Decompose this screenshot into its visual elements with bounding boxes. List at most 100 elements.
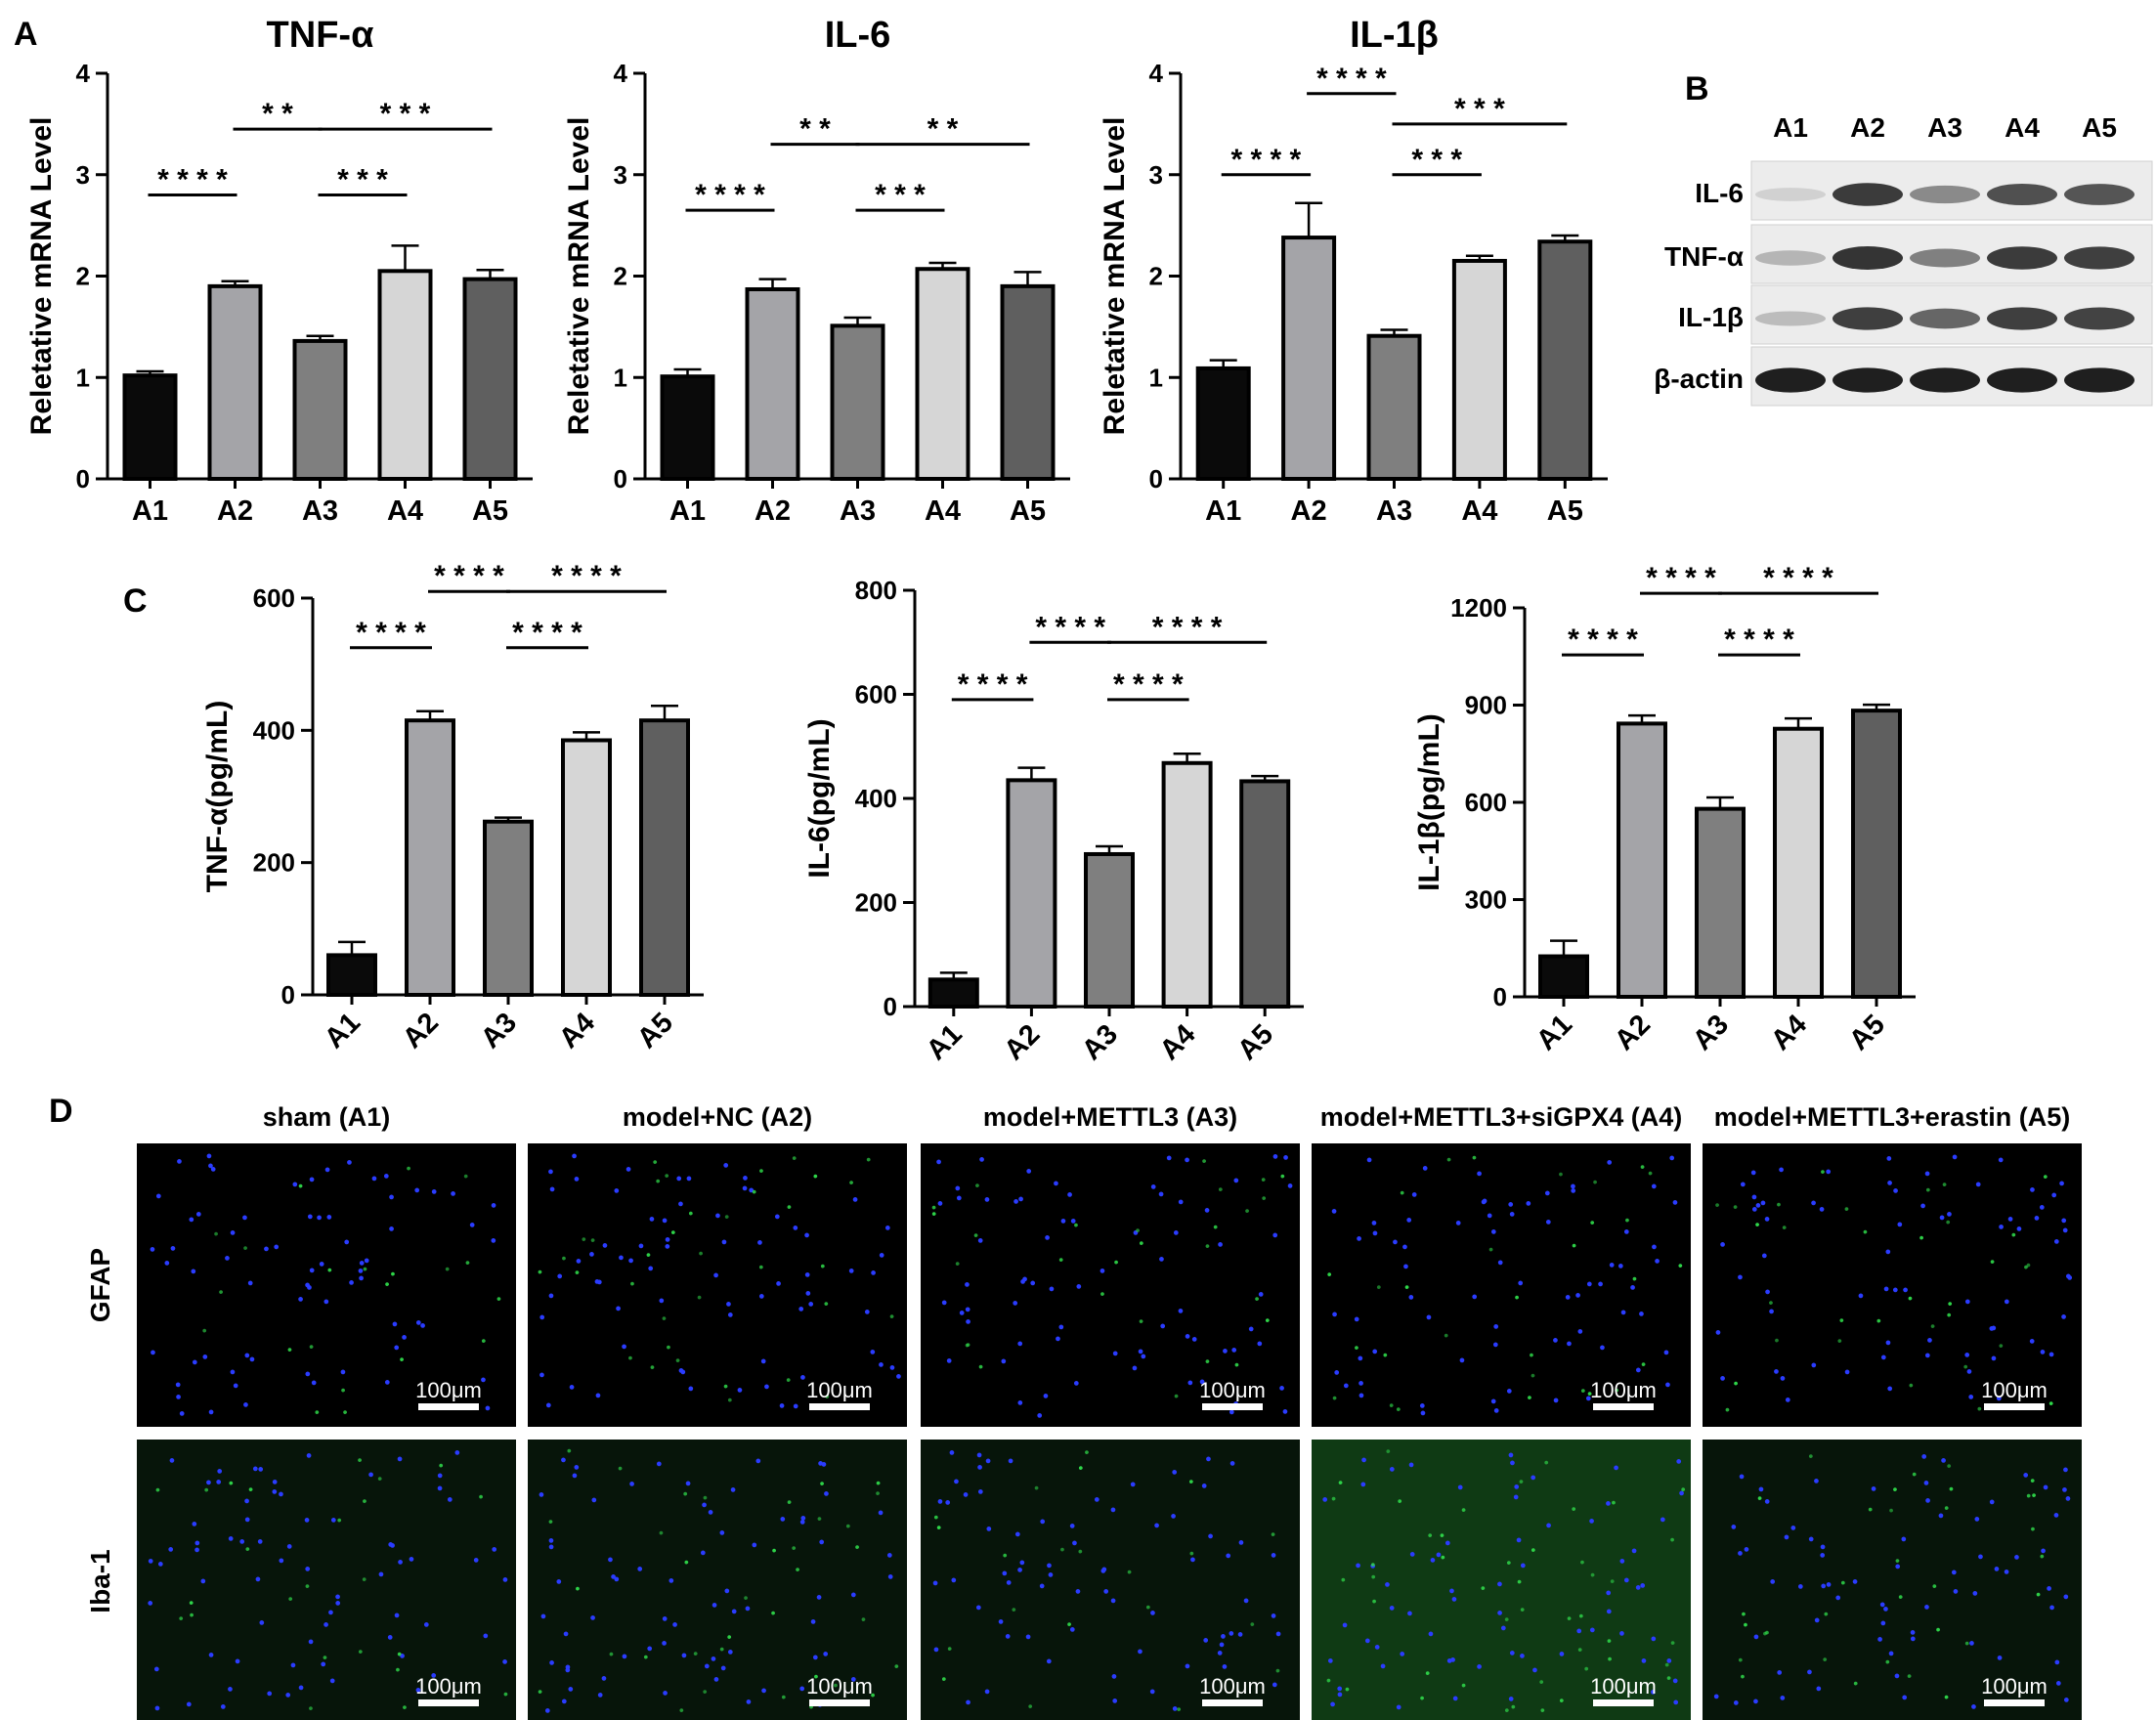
cell-signal: • xyxy=(1003,1547,1008,1563)
nucleus-dot: ● xyxy=(1331,1309,1338,1320)
nucleus-dot: ● xyxy=(243,1350,250,1361)
cell-signal: • xyxy=(820,1258,825,1273)
cell-signal: • xyxy=(1205,1237,1210,1253)
nucleus-dot: ● xyxy=(491,1543,497,1555)
nucleus-dot: ● xyxy=(206,1150,213,1162)
cell-signal: • xyxy=(656,1173,661,1188)
nucleus-dot: ● xyxy=(1282,1406,1289,1418)
nucleus-dot: ● xyxy=(937,1495,944,1507)
nucleus-dot: ● xyxy=(807,1299,814,1311)
nucleus-dot: ● xyxy=(290,1659,297,1671)
nucleus-dot: ● xyxy=(1951,1567,1958,1578)
significance-label: * * * * xyxy=(356,617,426,649)
nucleus-dot: ● xyxy=(1358,1377,1364,1389)
y-tick-label: 0 xyxy=(1493,982,1507,1011)
nucleus-dot: ● xyxy=(1401,1241,1408,1253)
y-tick-label: 3 xyxy=(1149,160,1163,190)
nucleus-dot: ● xyxy=(681,1650,688,1661)
nucleus-dot: ● xyxy=(556,1270,563,1282)
nucleus-dot: ● xyxy=(539,1312,545,1323)
cell-signal: • xyxy=(1127,1564,1132,1579)
cell-signal: • xyxy=(1624,1212,1629,1227)
fluorescence-row-label: Iba-1 xyxy=(85,1549,115,1612)
cell-signal: • xyxy=(1504,1701,1509,1717)
cell-signal: • xyxy=(245,1540,250,1556)
nucleus-dot: ● xyxy=(1392,1236,1399,1248)
scale-bar-label: 100μm xyxy=(415,1378,482,1402)
nucleus-dot: ● xyxy=(1358,1390,1365,1401)
cell-signal: • xyxy=(298,1178,303,1193)
cell-signal: • xyxy=(2026,1487,2031,1503)
cell-signal: • xyxy=(1341,1571,1346,1587)
nucleus-dot: ● xyxy=(548,1657,555,1669)
nucleus-dot: ● xyxy=(1360,1454,1367,1466)
cell-signal: • xyxy=(1398,1493,1402,1509)
nucleus-dot: ● xyxy=(2040,1545,2047,1557)
cell-signal: • xyxy=(1820,1164,1825,1180)
nucleus-dot: ● xyxy=(720,1662,727,1674)
nucleus-dot: ● xyxy=(1436,1549,1443,1561)
nucleus-dot: ● xyxy=(1133,1227,1140,1239)
nucleus-dot: ● xyxy=(1599,1342,1606,1354)
nucleus-dot: ● xyxy=(704,1660,711,1672)
nucleus-dot: ● xyxy=(1638,1309,1645,1320)
x-tick-label: A4 xyxy=(1461,495,1497,527)
cell-signal: • xyxy=(1280,1168,1285,1183)
nucleus-dot: ● xyxy=(1737,1271,1744,1283)
x-tick-label: A2 xyxy=(217,495,253,527)
blot-band xyxy=(1833,246,1903,270)
nucleus-dot: ● xyxy=(220,1700,227,1712)
nucleus-dot: ● xyxy=(272,1476,279,1487)
nucleus-dot: ● xyxy=(491,1199,497,1211)
nucleus-dot: ● xyxy=(1016,1397,1023,1408)
nucleus-dot: ● xyxy=(1975,1179,1982,1190)
nucleus-dot: ● xyxy=(950,1574,957,1586)
x-tick-label: A2 xyxy=(1291,495,1327,527)
cell-signal: • xyxy=(1612,1494,1617,1510)
nucleus-dot: ● xyxy=(545,1399,552,1411)
nucleus-dot: ● xyxy=(298,1682,305,1694)
nucleus-dot: ● xyxy=(1924,1350,1931,1361)
nucleus-dot: ● xyxy=(2022,1469,2029,1481)
cell-signal: • xyxy=(1607,1632,1612,1648)
nucleus-dot: ● xyxy=(711,1599,718,1611)
cell-signal: • xyxy=(1868,1501,1873,1517)
cell-signal: • xyxy=(1519,1474,1524,1489)
nucleus-dot: ● xyxy=(742,1182,749,1194)
bar-a3 xyxy=(483,819,534,997)
nucleus-dot: ● xyxy=(818,1536,825,1548)
cell-signal: • xyxy=(400,1351,405,1366)
nucleus-dot: ● xyxy=(1784,1531,1790,1543)
nucleus-dot: ● xyxy=(1666,1655,1673,1666)
nucleus-dot: ● xyxy=(1449,1655,1456,1666)
cell-signal: • xyxy=(820,1475,825,1490)
nucleus-dot: ● xyxy=(1451,1594,1458,1606)
cell-signal: • xyxy=(1678,1258,1683,1273)
cell-signal: • xyxy=(1145,1599,1150,1614)
nucleus-dot: ● xyxy=(1018,1557,1025,1569)
nucleus-dot: ● xyxy=(1272,1679,1278,1691)
nucleus-dot: ● xyxy=(662,1215,668,1226)
nucleus-dot: ● xyxy=(1166,1152,1173,1164)
cell-signal: • xyxy=(786,1372,791,1388)
nucleus-dot: ● xyxy=(1900,1533,1907,1545)
nucleus-dot: ● xyxy=(1517,1277,1524,1289)
cell-signal: • xyxy=(1188,1474,1193,1489)
nucleus-dot: ● xyxy=(661,1638,668,1650)
nucleus-dot: ● xyxy=(388,1224,395,1235)
nucleus-dot: ● xyxy=(401,1332,408,1344)
cell-signal: • xyxy=(781,1689,786,1704)
nucleus-dot: ● xyxy=(1111,1696,1118,1707)
x-tick-label: A3 xyxy=(840,495,876,527)
nucleus-dot: ● xyxy=(933,1644,940,1656)
nucleus-dot: ● xyxy=(244,1514,251,1526)
nucleus-dot: ● xyxy=(1882,1604,1889,1615)
nucleus-dot: ● xyxy=(1492,1339,1499,1351)
nucleus-dot: ● xyxy=(1998,1154,2005,1166)
nucleus-dot: ● xyxy=(1492,1321,1499,1333)
nucleus-dot: ● xyxy=(780,1514,787,1526)
nucleus-dot: ● xyxy=(548,1535,555,1547)
nucleus-dot: ● xyxy=(1360,1479,1367,1490)
nucleus-dot: ● xyxy=(1496,1607,1503,1618)
nucleus-dot: ● xyxy=(1354,1313,1360,1325)
